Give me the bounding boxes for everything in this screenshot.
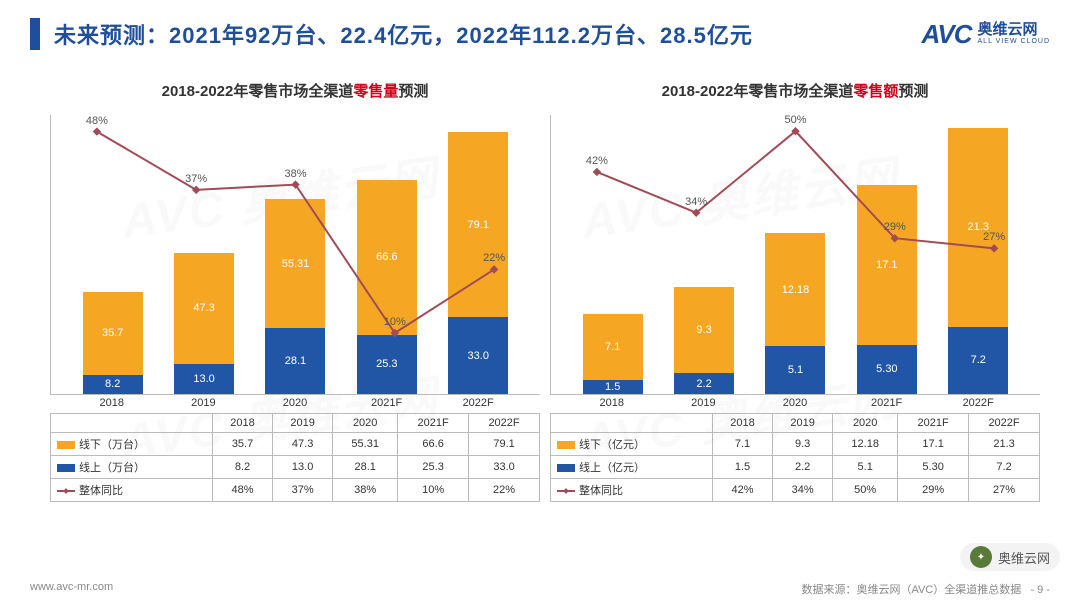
growth-label: 37% xyxy=(185,173,207,185)
chart_right-title-suffix: 预测 xyxy=(898,83,928,100)
chart-left: 2018-2022年零售市场全渠道零售量预测 35.78.247.313.055… xyxy=(50,80,540,502)
x-axis-label: 2022F xyxy=(948,397,1008,409)
growth-label: 38% xyxy=(284,168,306,180)
chart-right-xlabels: 2018 2019 2020 2021F 2022F xyxy=(550,395,1040,409)
logo-avc-text: AVC xyxy=(922,19,972,50)
chart-right-line xyxy=(551,115,1040,394)
table-row: 整体同比48%37%38%10%22% xyxy=(51,479,540,502)
growth-label: 29% xyxy=(884,221,906,233)
table-row: 线下（万台）35.747.355.3166.679.1 xyxy=(51,433,540,456)
growth-label: 27% xyxy=(983,232,1005,244)
wechat-badge-text: 奥维云网 xyxy=(998,548,1050,567)
x-axis-label: 2019 xyxy=(673,397,733,409)
chart-right-area: 7.11.59.32.212.185.117.15.3021.37.2 42%3… xyxy=(550,115,1040,395)
wechat-icon: ✦ xyxy=(970,546,992,568)
wechat-badge: ✦ 奥维云网 xyxy=(960,543,1060,571)
charts-row: 2018-2022年零售市场全渠道零售量预测 35.78.247.313.055… xyxy=(0,60,1080,502)
chart-left-xlabels: 2018 2019 2020 2021F 2022F xyxy=(50,395,540,409)
x-axis-label: 2020 xyxy=(265,397,325,409)
chart-left-title: 2018-2022年零售市场全渠道零售量预测 xyxy=(50,80,540,101)
chart-left-table: 2018201920202021F2022F线下（万台）35.747.355.3… xyxy=(50,413,540,502)
growth-label: 34% xyxy=(685,196,707,208)
table-row: 线上（亿元）1.52.25.15.307.2 xyxy=(551,456,1040,479)
logo: AVC 奥维云网 ALL VIEW CLOUD xyxy=(922,19,1050,50)
table-row: 线上（万台）8.213.028.125.333.0 xyxy=(51,456,540,479)
chart-left-area: 35.78.247.313.055.3128.166.625.379.133.0… xyxy=(50,115,540,395)
footer-source: 数据来源：奥维云网（AVC）全渠道推总数据 xyxy=(801,584,1021,596)
x-axis-label: 2018 xyxy=(82,397,142,409)
footer-page: - 9 - xyxy=(1030,584,1050,596)
growth-label: 48% xyxy=(86,115,108,127)
chart-right-title: 2018-2022年零售市场全渠道零售额预测 xyxy=(550,80,1040,101)
footer: www.avc-mr.com 数据来源：奥维云网（AVC）全渠道推总数据 - 9… xyxy=(0,581,1080,597)
chart-left-title-red: 零售量 xyxy=(353,83,398,100)
growth-label: 50% xyxy=(784,114,806,126)
x-axis-label: 2022F xyxy=(448,397,508,409)
chart-right: 2018-2022年零售市场全渠道零售额预测 7.11.59.32.212.18… xyxy=(550,80,1040,502)
x-axis-label: 2021F xyxy=(857,397,917,409)
chart-right-table: 2018201920202021F2022F线下（亿元）7.19.312.181… xyxy=(550,413,1040,502)
table-row: 线下（亿元）7.19.312.1817.121.3 xyxy=(551,433,1040,456)
title-bar: 未来预测：2021年92万台、22.4亿元，2022年112.2万台、28.5亿… xyxy=(0,0,1080,60)
page-title: 未来预测：2021年92万台、22.4亿元，2022年112.2万台、28.5亿… xyxy=(54,18,922,50)
slide: AVC 奥维云网 AVC 奥维云网 AVC 奥维云网 AVC 奥维云网 未来预测… xyxy=(0,0,1080,605)
x-axis-label: 2020 xyxy=(765,397,825,409)
chart-right-title-prefix: 2018-2022年零售市场全渠道 xyxy=(662,83,854,100)
x-axis-label: 2018 xyxy=(582,397,642,409)
growth-label: 42% xyxy=(586,155,608,167)
growth-label: 10% xyxy=(384,316,406,328)
logo-sub-text: ALL VIEW CLOUD xyxy=(978,38,1050,45)
chart-left-title-prefix: 2018-2022年零售市场全渠道 xyxy=(162,83,354,100)
chart-left-title-suffix: 预测 xyxy=(398,83,428,100)
chart-right-title-red: 零售额 xyxy=(853,83,898,100)
footer-url: www.avc-mr.com xyxy=(30,581,113,597)
logo-cn-text: 奥维云网 xyxy=(978,22,1050,38)
x-axis-label: 2019 xyxy=(173,397,233,409)
table-row: 整体同比42%34%50%29%27% xyxy=(551,479,1040,502)
x-axis-label: 2021F xyxy=(357,397,417,409)
growth-label: 22% xyxy=(483,253,505,265)
chart-left-line xyxy=(51,115,540,394)
title-accent xyxy=(30,18,40,50)
